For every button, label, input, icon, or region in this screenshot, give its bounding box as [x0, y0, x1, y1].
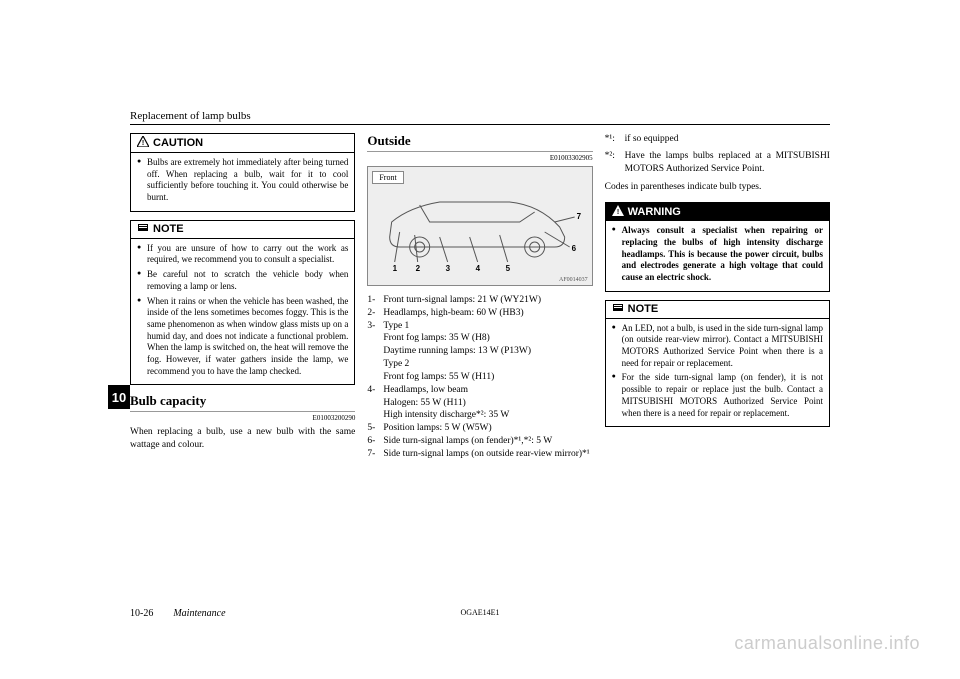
caution-box: ! CAUTION Bulbs are extremely hot immedi… — [130, 133, 355, 212]
fn-mark: *²: — [605, 150, 625, 176]
note1-body: If you are unsure of how to carry out th… — [131, 239, 354, 385]
header-rule — [130, 124, 830, 125]
warning-title: WARNING — [628, 206, 681, 218]
codes-text: Codes in parentheses indicate bulb types… — [605, 181, 830, 194]
fig-label-2: 2 — [416, 264, 421, 273]
note1-item: When it rains or when the vehicle has be… — [137, 296, 348, 378]
note1-item: Be careful not to scratch the vehicle bo… — [137, 269, 348, 292]
type1-sub: Daytime running lamps: 13 W (P13W) — [367, 345, 592, 358]
li-t: Front turn-signal lamps: 21 W (WY21W) — [383, 294, 592, 307]
warning-icon: ! — [612, 205, 624, 219]
note1-header: NOTE — [131, 221, 354, 239]
bulb-capacity-code: E01003200290 — [130, 414, 355, 422]
column-1: ! CAUTION Bulbs are extremely hot immedi… — [130, 133, 355, 461]
warning-box: ! WARNING Always consult a specialist wh… — [605, 202, 830, 291]
note1-box: NOTE If you are unsure of how to carry o… — [130, 220, 355, 386]
li-n: 5- — [367, 422, 383, 435]
li-n: 1- — [367, 294, 383, 307]
type2-label: Type 2 — [383, 358, 592, 371]
car-illustration: 1 2 3 4 5 6 7 — [368, 177, 591, 277]
warning-body: Always consult a specialist when repairi… — [606, 221, 829, 290]
note1-title: NOTE — [153, 223, 184, 235]
li-t: Position lamps: 5 W (W5W) — [383, 422, 592, 435]
column-2: Outside E01003302905 Front — [367, 133, 592, 461]
warning-item: Always consult a specialist when repairi… — [612, 225, 823, 283]
note2-title: NOTE — [628, 303, 659, 315]
page-header: Replacement of lamp bulbs — [130, 110, 830, 122]
fn-desc: Have the lamps bulbs replaced at a MITSU… — [625, 150, 830, 176]
li-t: Side turn-signal lamps (on fender)*¹,*²:… — [383, 435, 592, 448]
note2-body: An LED, not a bulb, is used in the side … — [606, 319, 829, 427]
fig-label-3: 3 — [446, 264, 451, 273]
hl-sub: High intensity discharge*²: 35 W — [367, 409, 592, 422]
caution-body: Bulbs are extremely hot immediately afte… — [131, 153, 354, 211]
caution-header: ! CAUTION — [131, 134, 354, 153]
caution-item: Bulbs are extremely hot immediately afte… — [137, 157, 348, 204]
fig-label-6: 6 — [572, 244, 577, 253]
outside-title: Outside — [367, 133, 592, 152]
svg-text:!: ! — [616, 209, 618, 216]
page-body: Replacement of lamp bulbs ! CAUTION Bulb… — [130, 110, 830, 590]
chapter-tab: 10 — [108, 385, 130, 409]
type1-sub: Front fog lamps: 35 W (H8) — [367, 332, 592, 345]
li-n: 7- — [367, 448, 383, 461]
type2-sub: Front fog lamps: 55 W (H11) — [367, 371, 592, 384]
figure-code: AF0014037 — [559, 277, 588, 283]
bulb-capacity-text: When replacing a bulb, use a new bulb wi… — [130, 426, 355, 452]
li-t: Side turn-signal lamps (on outside rear-… — [383, 448, 592, 461]
outside-list: 1-Front turn-signal lamps: 21 W (WY21W) … — [367, 294, 592, 332]
page-footer: 10-26 Maintenance OGAE14E1 — [130, 608, 830, 619]
footer-section: Maintenance — [173, 608, 830, 619]
li-n: 3- — [367, 320, 383, 333]
bulb-capacity-title: Bulb capacity — [130, 393, 355, 412]
li-n: 4- — [367, 384, 383, 397]
li-n: 6- — [367, 435, 383, 448]
li-n: 2- — [367, 307, 383, 320]
fn-desc: if so equipped — [625, 133, 830, 146]
note2-item: An LED, not a bulb, is used in the side … — [612, 323, 823, 370]
caution-title: CAUTION — [153, 137, 203, 149]
note2-item: For the side turn-signal lamp (on fender… — [612, 372, 823, 419]
hl-sub: Halogen: 55 W (H11) — [367, 397, 592, 410]
li-t: Headlamps, low beam — [383, 384, 592, 397]
columns: ! CAUTION Bulbs are extremely hot immedi… — [130, 133, 830, 461]
caution-icon: ! — [137, 136, 149, 150]
fig-label-4: 4 — [476, 264, 481, 273]
note2-header: NOTE — [606, 301, 829, 319]
outside-figure: Front 1 2 3 — [367, 166, 592, 286]
warning-header: ! WARNING — [606, 203, 829, 221]
column-3: *¹:if so equipped *²:Have the lamps bulb… — [605, 133, 830, 461]
li-t: Headlamps, high-beam: 60 W (HB3) — [383, 307, 592, 320]
note-icon — [612, 303, 624, 316]
footer-code: OGAE14E1 — [460, 608, 499, 617]
fn-mark: *¹: — [605, 133, 625, 146]
watermark: carmanualsonline.info — [734, 633, 920, 654]
outside-code: E01003302905 — [367, 154, 592, 162]
li-t: Type 1 — [383, 320, 592, 333]
fig-label-1: 1 — [393, 264, 398, 273]
fig-label-5: 5 — [506, 264, 511, 273]
note2-box: NOTE An LED, not a bulb, is used in the … — [605, 300, 830, 428]
note-icon — [137, 223, 149, 236]
footnotes: *¹:if so equipped *²:Have the lamps bulb… — [605, 133, 830, 175]
page-number: 10-26 — [130, 608, 153, 619]
note1-item: If you are unsure of how to carry out th… — [137, 243, 348, 266]
fig-label-7: 7 — [577, 212, 582, 221]
svg-text:!: ! — [142, 140, 144, 147]
